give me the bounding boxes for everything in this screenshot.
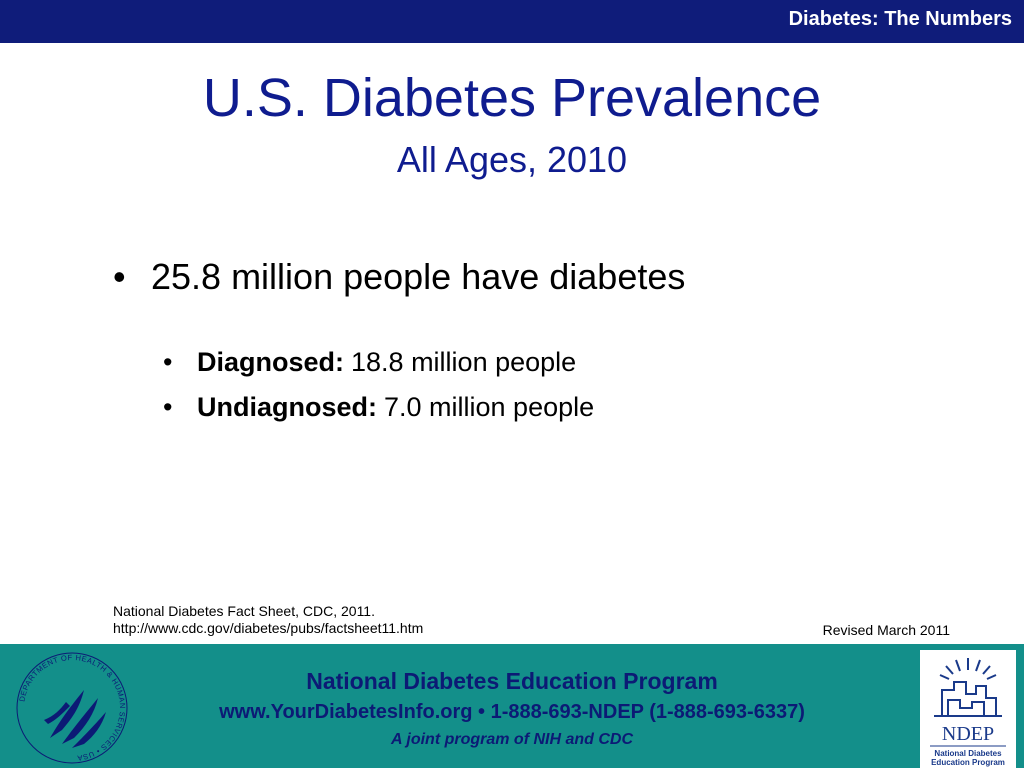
footer-tagline: A joint program of NIH and CDC xyxy=(390,731,634,748)
sub-bullet-list: • Diagnosed: 18.8 million people • Undia… xyxy=(163,340,594,430)
main-bullet-text: 25.8 million people have diabetes xyxy=(151,256,686,297)
footer-contact: www.YourDiabetesInfo.org • 1-888-693-NDE… xyxy=(219,701,805,723)
ndep-caption-line2: Education Program xyxy=(931,758,1005,767)
sub-bullet-undiagnosed: • Undiagnosed: 7.0 million people xyxy=(163,385,594,430)
footer-banner: DEPARTMENT OF HEALTH & HUMAN SERVICES • … xyxy=(0,644,1024,768)
ndep-logo-name: NDEP xyxy=(942,723,994,745)
bullet-dot: • xyxy=(113,256,126,297)
slide-title: U.S. Diabetes Prevalence xyxy=(202,68,822,128)
ndep-logo-icon: NDEP National Diabetes Education Program xyxy=(920,650,1016,768)
main-bullet: • 25.8 million people have diabetes xyxy=(113,250,685,304)
source-url: http://www.cdc.gov/diabetes/pubs/factshe… xyxy=(113,620,424,636)
section-title: Diabetes: The Numbers xyxy=(788,8,1012,30)
ndep-caption-line1: National Diabetes xyxy=(934,749,1002,758)
source-line-1: National Diabetes Fact Sheet, CDC, 2011. xyxy=(113,603,375,619)
footer-program-name: National Diabetes Education Program xyxy=(306,668,718,694)
revised-date: Revised March 2011 xyxy=(822,622,950,638)
sub-bullet-value: 7.0 million people xyxy=(384,392,595,422)
main-bullet-list: • 25.8 million people have diabetes xyxy=(113,250,685,304)
hhs-seal-icon: DEPARTMENT OF HEALTH & HUMAN SERVICES • … xyxy=(16,652,128,764)
top-bar: Diabetes: The Numbers xyxy=(0,0,1024,43)
slide-subtitle: All Ages, 2010 xyxy=(396,139,628,180)
sub-bullet-label: Diagnosed: xyxy=(197,347,345,377)
sub-bullet-label: Undiagnosed: xyxy=(197,392,377,422)
sub-bullet-value: 18.8 million people xyxy=(351,347,577,377)
bullet-dot: • xyxy=(163,392,173,422)
sub-bullet-diagnosed: • Diagnosed: 18.8 million people xyxy=(163,340,594,385)
bullet-dot: • xyxy=(163,347,173,377)
source-citation: National Diabetes Fact Sheet, CDC, 2011.… xyxy=(113,603,423,637)
